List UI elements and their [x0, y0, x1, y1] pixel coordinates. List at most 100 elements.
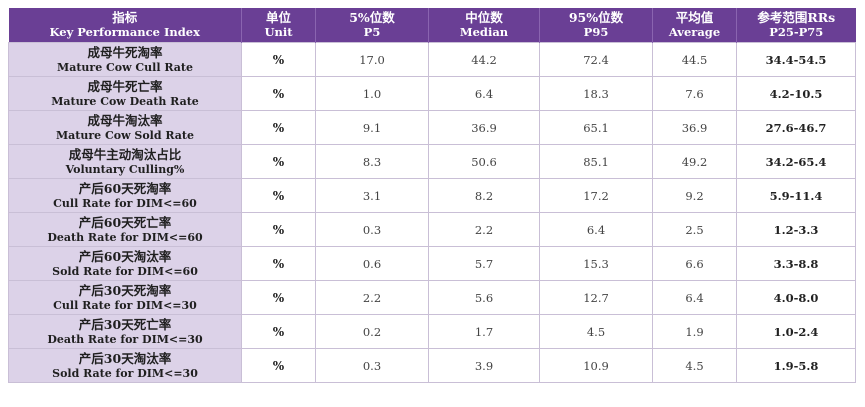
- header-p5-cn: 5%位数: [349, 10, 395, 25]
- header-p5-en: P5: [363, 25, 381, 39]
- header-average-en: Average: [668, 25, 721, 39]
- reference-range-cell: 3.3-8.8: [736, 246, 856, 281]
- kpi-name-cell: 产后30天死淘率 Cull Rate for DIM<=30: [8, 280, 242, 315]
- median-cell: 36.9: [428, 110, 540, 145]
- median-cell: 5.6: [428, 280, 540, 315]
- kpi-name-en: Voluntary Culling%: [65, 162, 185, 176]
- kpi-name-en: Cull Rate for DIM<=60: [53, 196, 197, 210]
- unit-cell: %: [241, 348, 316, 383]
- p5-cell: 0.6: [315, 246, 429, 281]
- header-reference-range-cn: 参考范围RRs: [757, 10, 836, 25]
- p95-cell: 6.4: [539, 212, 653, 247]
- median-cell: 1.7: [428, 314, 540, 349]
- median-cell: 44.2: [428, 42, 540, 77]
- kpi-name-cn: 产后30天死亡率: [78, 316, 172, 332]
- p95-cell: 12.7: [539, 280, 653, 315]
- unit-cell: %: [241, 212, 316, 247]
- kpi-name-cn: 产后30天淘汰率: [78, 350, 172, 366]
- table-row: 产后30天淘汰率 Sold Rate for DIM<=30 % 0.3 3.9 …: [8, 348, 856, 383]
- kpi-name-cell: 产后30天淘汰率 Sold Rate for DIM<=30: [8, 348, 242, 383]
- p5-cell: 3.1: [315, 178, 429, 213]
- p95-cell: 15.3: [539, 246, 653, 281]
- unit-cell: %: [241, 178, 316, 213]
- p95-cell: 17.2: [539, 178, 653, 213]
- median-cell: 3.9: [428, 348, 540, 383]
- median-cell: 6.4: [428, 76, 540, 111]
- reference-range-cell: 5.9-11.4: [736, 178, 856, 213]
- table-row: 产后60天死淘率 Cull Rate for DIM<=60 % 3.1 8.2 …: [8, 178, 856, 213]
- kpi-name-en: Sold Rate for DIM<=30: [52, 366, 198, 380]
- header-unit-cn: 单位: [265, 10, 291, 25]
- table-row: 成母牛死淘率 Mature Cow Cull Rate % 17.0 44.2 7…: [8, 42, 856, 77]
- table-row: 产后30天死淘率 Cull Rate for DIM<=30 % 2.2 5.6 …: [8, 280, 856, 315]
- reference-range-cell: 4.2-10.5: [736, 76, 856, 111]
- kpi-name-cell: 产后30天死亡率 Death Rate for DIM<=30: [8, 314, 242, 349]
- kpi-name-cn: 成母牛死淘率: [87, 44, 163, 60]
- unit-cell: %: [241, 76, 316, 111]
- kpi-name-cell: 成母牛淘汰率 Mature Cow Sold Rate: [8, 110, 242, 145]
- table-row: 成母牛淘汰率 Mature Cow Sold Rate % 9.1 36.9 65…: [8, 110, 856, 145]
- kpi-name-cell: 成母牛死亡率 Mature Cow Death Rate: [8, 76, 242, 111]
- reference-range-cell: 1.2-3.3: [736, 212, 856, 247]
- table-header: 指标 Key Performance Index 单位 Unit 5%位数 P5 中位…: [8, 8, 856, 43]
- median-cell: 5.7: [428, 246, 540, 281]
- table-row: 成母牛主动淘汰占比 Voluntary Culling% % 8.3 50.6 8…: [8, 144, 856, 179]
- header-p95-en: P95: [583, 25, 609, 39]
- header-median: 中位数 Median: [428, 8, 540, 43]
- header-kpi-cn: 指标: [112, 10, 138, 25]
- p95-cell: 85.1: [539, 144, 653, 179]
- p5-cell: 0.2: [315, 314, 429, 349]
- table-row: 成母牛死亡率 Mature Cow Death Rate % 1.0 6.4 18…: [8, 76, 856, 111]
- header-reference-range: 参考范围RRs P25-P75: [736, 8, 856, 43]
- header-kpi-en: Key Performance Index: [49, 25, 200, 39]
- unit-cell: %: [241, 42, 316, 77]
- table-body: 成母牛死淘率 Mature Cow Cull Rate % 17.0 44.2 7…: [8, 42, 856, 383]
- header-p95: 95%位数 P95: [539, 8, 653, 43]
- unit-cell: %: [241, 110, 316, 145]
- p5-cell: 9.1: [315, 110, 429, 145]
- table-row: 产后60天淘汰率 Sold Rate for DIM<=60 % 0.6 5.7 …: [8, 246, 856, 281]
- p5-cell: 2.2: [315, 280, 429, 315]
- p95-cell: 72.4: [539, 42, 653, 77]
- median-cell: 2.2: [428, 212, 540, 247]
- average-cell: 6.4: [652, 280, 737, 315]
- kpi-name-en: Mature Cow Cull Rate: [57, 60, 193, 74]
- p5-cell: 0.3: [315, 348, 429, 383]
- header-row: 指标 Key Performance Index 单位 Unit 5%位数 P5 中位…: [8, 8, 856, 43]
- kpi-name-cn: 产后60天淘汰率: [78, 248, 172, 264]
- kpi-name-cn: 成母牛死亡率: [87, 78, 163, 94]
- average-cell: 7.6: [652, 76, 737, 111]
- p95-cell: 10.9: [539, 348, 653, 383]
- p95-cell: 65.1: [539, 110, 653, 145]
- average-cell: 6.6: [652, 246, 737, 281]
- reference-range-cell: 1.9-5.8: [736, 348, 856, 383]
- header-kpi: 指标 Key Performance Index: [8, 8, 242, 43]
- header-reference-range-en: P25-P75: [769, 25, 824, 39]
- kpi-name-en: Death Rate for DIM<=30: [47, 332, 203, 346]
- header-average-cn: 平均值: [675, 10, 714, 25]
- p5-cell: 0.3: [315, 212, 429, 247]
- p95-cell: 4.5: [539, 314, 653, 349]
- header-unit: 单位 Unit: [241, 8, 316, 43]
- kpi-name-en: Mature Cow Sold Rate: [56, 128, 194, 142]
- unit-cell: %: [241, 246, 316, 281]
- median-cell: 8.2: [428, 178, 540, 213]
- average-cell: 36.9: [652, 110, 737, 145]
- header-average: 平均值 Average: [652, 8, 737, 43]
- kpi-name-cn: 产后60天死淘率: [78, 180, 172, 196]
- kpi-table: 指标 Key Performance Index 单位 Unit 5%位数 P5 中位…: [8, 8, 856, 383]
- p5-cell: 8.3: [315, 144, 429, 179]
- kpi-name-cn: 成母牛主动淘汰占比: [68, 146, 182, 162]
- table-row: 产后30天死亡率 Death Rate for DIM<=30 % 0.2 1.7…: [8, 314, 856, 349]
- kpi-name-en: Mature Cow Death Rate: [51, 94, 199, 108]
- average-cell: 1.9: [652, 314, 737, 349]
- kpi-name-en: Sold Rate for DIM<=60: [52, 264, 198, 278]
- p95-cell: 18.3: [539, 76, 653, 111]
- unit-cell: %: [241, 280, 316, 315]
- kpi-name-cn: 成母牛淘汰率: [87, 112, 163, 128]
- kpi-name-cell: 产后60天死淘率 Cull Rate for DIM<=60: [8, 178, 242, 213]
- header-median-en: Median: [459, 25, 509, 39]
- kpi-name-cell: 成母牛主动淘汰占比 Voluntary Culling%: [8, 144, 242, 179]
- median-cell: 50.6: [428, 144, 540, 179]
- header-unit-en: Unit: [264, 25, 293, 39]
